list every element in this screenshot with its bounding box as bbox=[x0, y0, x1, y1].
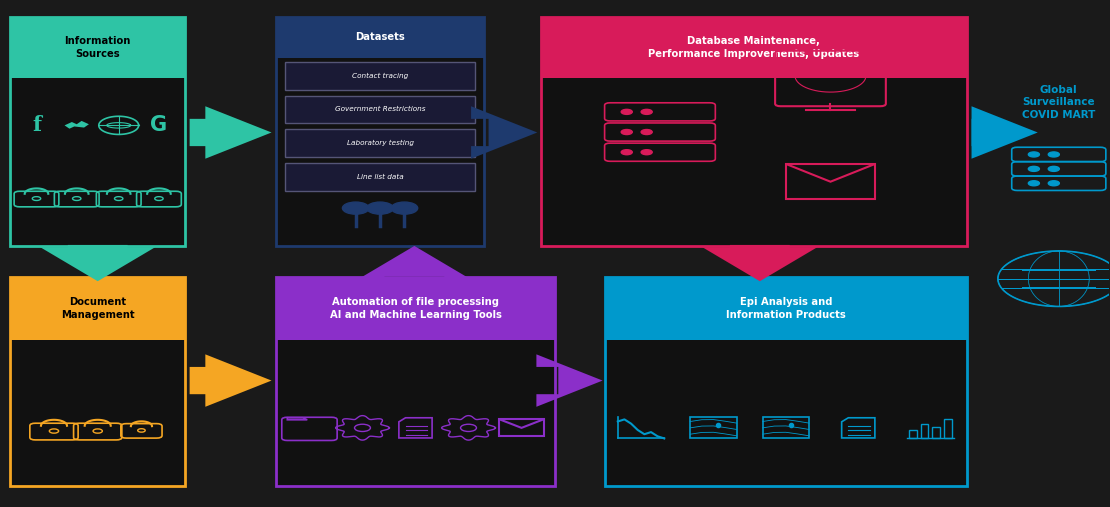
FancyBboxPatch shape bbox=[285, 129, 475, 157]
Text: Automation of file processing
AI and Machine Learning Tools: Automation of file processing AI and Mac… bbox=[330, 298, 502, 320]
Text: Global
Surveillance
COVID MART: Global Surveillance COVID MART bbox=[1022, 85, 1096, 120]
Circle shape bbox=[622, 150, 633, 155]
Polygon shape bbox=[536, 354, 603, 407]
Polygon shape bbox=[40, 245, 155, 281]
Polygon shape bbox=[190, 106, 272, 159]
Text: Information
Sources: Information Sources bbox=[64, 37, 131, 59]
Polygon shape bbox=[471, 106, 537, 159]
Polygon shape bbox=[64, 121, 89, 129]
Text: Document
Management: Document Management bbox=[61, 298, 134, 320]
Text: Epi Analysis and
Information Products: Epi Analysis and Information Products bbox=[726, 298, 846, 320]
Text: G: G bbox=[150, 116, 168, 135]
Polygon shape bbox=[190, 354, 272, 407]
FancyBboxPatch shape bbox=[10, 17, 185, 246]
FancyBboxPatch shape bbox=[285, 62, 475, 90]
Circle shape bbox=[366, 202, 393, 214]
Circle shape bbox=[391, 202, 417, 214]
Text: Database Maintenance,
Performance Improvements, Updates: Database Maintenance, Performance Improv… bbox=[648, 37, 859, 59]
Circle shape bbox=[642, 129, 653, 134]
FancyBboxPatch shape bbox=[276, 277, 555, 486]
FancyBboxPatch shape bbox=[276, 277, 555, 340]
FancyBboxPatch shape bbox=[285, 96, 475, 123]
FancyBboxPatch shape bbox=[10, 277, 185, 340]
FancyBboxPatch shape bbox=[541, 17, 967, 79]
Circle shape bbox=[642, 110, 653, 115]
Circle shape bbox=[622, 110, 633, 115]
Text: Laboratory testing: Laboratory testing bbox=[346, 140, 414, 147]
Polygon shape bbox=[703, 245, 817, 281]
FancyBboxPatch shape bbox=[276, 17, 484, 58]
Polygon shape bbox=[356, 246, 472, 280]
Text: Datasets: Datasets bbox=[355, 32, 405, 42]
Circle shape bbox=[622, 129, 633, 134]
FancyBboxPatch shape bbox=[541, 17, 967, 246]
Circle shape bbox=[642, 150, 653, 155]
FancyBboxPatch shape bbox=[605, 277, 967, 486]
Circle shape bbox=[1048, 181, 1059, 186]
FancyBboxPatch shape bbox=[10, 17, 185, 79]
Text: f: f bbox=[32, 116, 41, 135]
FancyBboxPatch shape bbox=[285, 163, 475, 191]
FancyBboxPatch shape bbox=[10, 277, 185, 486]
FancyBboxPatch shape bbox=[276, 17, 484, 246]
Circle shape bbox=[1048, 152, 1059, 157]
Text: Line list data: Line list data bbox=[356, 174, 403, 180]
Circle shape bbox=[342, 202, 369, 214]
Circle shape bbox=[1048, 166, 1059, 171]
FancyBboxPatch shape bbox=[605, 277, 967, 340]
Circle shape bbox=[1028, 166, 1039, 171]
Circle shape bbox=[1028, 181, 1039, 186]
Text: Government Restrictions: Government Restrictions bbox=[335, 106, 425, 113]
Polygon shape bbox=[971, 106, 1038, 159]
Text: Contact tracing: Contact tracing bbox=[352, 73, 408, 79]
Circle shape bbox=[1028, 152, 1039, 157]
